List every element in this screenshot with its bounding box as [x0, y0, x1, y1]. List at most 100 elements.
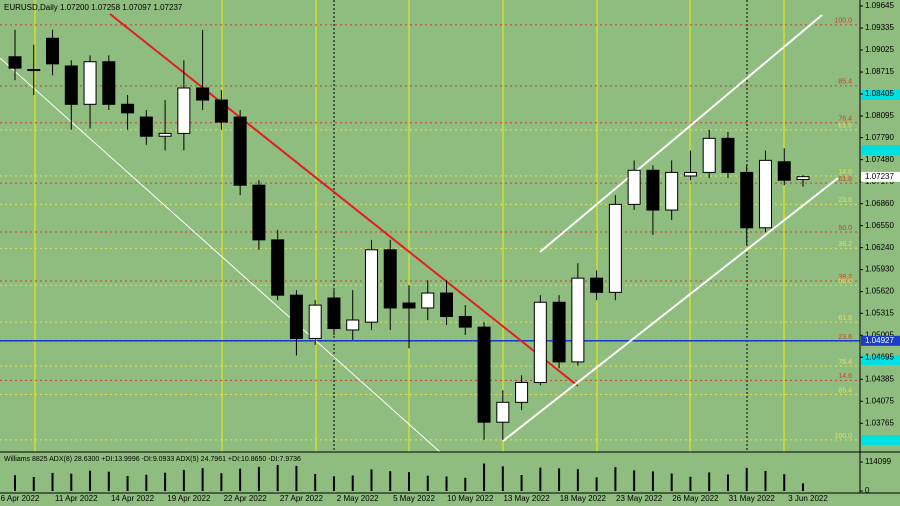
y-tick-label: 1.05620: [865, 287, 894, 296]
candle-body: [64, 65, 78, 105]
candles: [8, 29, 810, 440]
candle-body: [758, 159, 772, 229]
candle-body: [177, 87, 191, 134]
axis-highlight: [861, 355, 900, 365]
candle-body: [327, 297, 341, 330]
level-label: 61.8: [838, 315, 852, 322]
y-tick-label: 1.08095: [865, 111, 894, 120]
level-label: 100.0: [834, 433, 852, 440]
axis-highlight: [861, 145, 900, 155]
y-tick-label: 1.09025: [865, 45, 894, 54]
level-label: 38.2: [838, 241, 852, 248]
candle-body: [721, 137, 735, 173]
candle-body: [27, 69, 41, 72]
x-tick-label: 2 May 2022: [337, 494, 379, 503]
candle-body: [233, 116, 247, 186]
x-tick-label: 14 Apr 2022: [111, 494, 155, 503]
y-tick-label: 1.08405: [865, 89, 894, 98]
x-tick-label: 13 May 2022: [503, 494, 550, 503]
level-label: 14.6: [838, 373, 852, 380]
y-tick-label: 1.09645: [865, 1, 894, 10]
level-label: 85.4: [838, 387, 852, 394]
y-tick-label: 1.05315: [865, 308, 894, 317]
y-tick-label: 1.06240: [865, 243, 894, 252]
level-label: 76.4: [838, 116, 852, 123]
x-tick-label: 3 Jun 2022: [788, 494, 828, 503]
candle-body: [121, 103, 135, 114]
level-label: 61.8: [838, 176, 852, 183]
candle-body: [8, 56, 22, 69]
candle-body: [402, 302, 416, 309]
level-label: 100.0: [834, 18, 852, 25]
channel-line: [502, 177, 839, 442]
level-label: 50.0: [838, 278, 852, 285]
x-tick-label: 11 Apr 2022: [55, 494, 98, 503]
candle-body: [83, 61, 97, 105]
candle-body: [440, 292, 454, 317]
x-tick-label: 18 May 2022: [560, 494, 607, 503]
level-label: 85.4: [838, 79, 852, 86]
candle-body: [590, 277, 604, 293]
channel-line: [0, 57, 441, 453]
price-marker: [861, 171, 900, 182]
candle-body: [46, 37, 60, 65]
y-tick-label: 0: [865, 486, 870, 495]
x-tick-label: 31 May 2022: [729, 494, 776, 503]
candle-body: [702, 137, 716, 173]
candle-body: [627, 169, 641, 205]
x-tick-label: 23 May 2022: [616, 494, 663, 503]
candle-body: [796, 176, 810, 181]
y-tick-label: 1.03765: [865, 418, 894, 427]
candle-body: [308, 304, 322, 339]
level-label: 38.2: [838, 274, 852, 281]
x-tick-label: 10 May 2022: [447, 494, 494, 503]
price-marker-label: 1.07237: [865, 172, 894, 181]
fib-levels: 100.085.476.461.814.661.823.650.038.238.…: [0, 18, 860, 441]
y-tick-label: 1.07790: [865, 133, 894, 142]
candle-body: [421, 292, 435, 309]
chart-title: EURUSD,Daily 1.07200 1.07258 1.07097 1.0…: [4, 3, 183, 12]
axis-highlight: [861, 435, 900, 445]
y-tick-label: 1.07480: [865, 155, 894, 164]
y-tick-label: 1.06550: [865, 221, 894, 230]
y-tick-label: 1.04695: [865, 352, 894, 361]
candle-body: [252, 184, 266, 241]
candle-body: [102, 61, 116, 105]
level-label: 76.4: [838, 359, 852, 366]
x-tick-label: 19 Apr 2022: [167, 494, 211, 503]
x-tick-label: 26 May 2022: [672, 494, 719, 503]
trend-lines: [0, 13, 839, 453]
candle-body: [740, 171, 754, 229]
candle-body: [646, 169, 660, 211]
trend-line: [109, 13, 579, 387]
y-tick-label: 1.06860: [865, 199, 894, 208]
y-tick-label: 1.09335: [865, 23, 894, 32]
y-tick-label: 1.05005: [865, 330, 894, 339]
price-marker: [861, 335, 900, 346]
candle-body: [533, 301, 547, 383]
candle-body: [364, 249, 378, 323]
candle-body: [608, 203, 622, 293]
level-label: 50.0: [838, 225, 852, 232]
candle-body: [496, 401, 510, 423]
level-label: 23.6: [838, 197, 852, 204]
candle-body: [665, 171, 679, 211]
candle-body: [158, 132, 172, 137]
candle-body: [458, 315, 472, 328]
candle-body: [552, 301, 566, 363]
candle-body: [196, 87, 210, 101]
candle-body: [477, 326, 491, 423]
y-tick-label: 1.05930: [865, 265, 894, 274]
candle-body: [271, 239, 285, 296]
y-tick-label: 114099: [865, 457, 892, 466]
x-tick-label: 5 May 2022: [393, 494, 435, 503]
candle-body: [214, 99, 228, 123]
y-tick-label: 1.04075: [865, 396, 894, 405]
price-marker-label: 1.04927: [865, 336, 894, 345]
x-tick-label: 22 Apr 2022: [224, 494, 268, 503]
y-tick-label: 1.08715: [865, 67, 894, 76]
axis-highlight: [861, 90, 900, 100]
candle-body: [683, 171, 697, 177]
